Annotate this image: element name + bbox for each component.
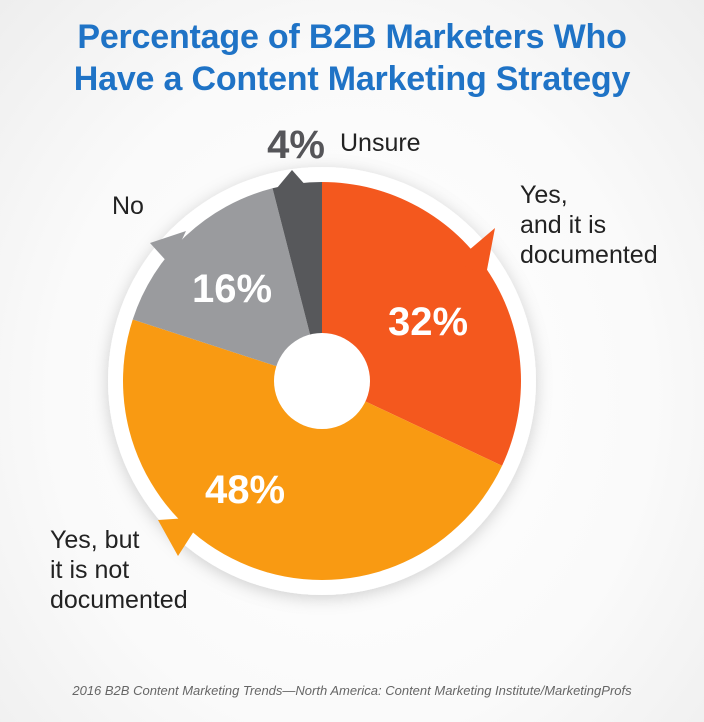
pie-slice-no <box>132 188 322 381</box>
slice-label-yes-not-documented-line-3: documented <box>50 586 188 614</box>
slice-label-yes-documented-line-3: documented <box>520 241 658 269</box>
callout-pointer-yes-not-documented <box>158 517 203 556</box>
chart-callouts <box>150 170 495 556</box>
chart-title: Percentage of B2B Marketers Who Have a C… <box>0 16 704 100</box>
slice-value-yes-not-documented: 48% <box>205 468 285 512</box>
slice-label-yes-documented-line-2: and it is <box>520 211 606 239</box>
slice-label-yes-documented-line-1: Yes, <box>520 181 568 209</box>
pie-slice-unsure <box>272 182 322 381</box>
slice-label-yes-not-documented-line-2: it is not <box>50 556 129 584</box>
chart-source-note: 2016 B2B Content Marketing Trends—North … <box>72 683 632 698</box>
callout-pointer-yes-documented <box>455 228 495 275</box>
slice-label-no: No <box>112 192 144 220</box>
slice-value-no: 16% <box>192 267 272 311</box>
chart-title-line-2: Have a Content Marketing Strategy <box>73 60 631 98</box>
slice-label-yes-not-documented: Yes, but it is not documented <box>50 526 188 614</box>
callout-pointer-unsure <box>277 170 308 188</box>
slice-label-yes-not-documented-line-1: Yes, but <box>50 526 139 554</box>
pie-slice-yes-not-documented <box>123 319 503 580</box>
chart-title-line-1: Percentage of B2B Marketers Who <box>77 18 627 56</box>
donut-center-hole <box>274 333 370 429</box>
slice-value-yes-documented: 32% <box>388 300 468 344</box>
callout-pointer-no <box>150 231 186 265</box>
slice-label-yes-documented: Yes, and it is documented <box>520 181 658 269</box>
slice-label-unsure: Unsure <box>340 129 421 157</box>
slice-value-unsure: 4% <box>267 123 325 167</box>
